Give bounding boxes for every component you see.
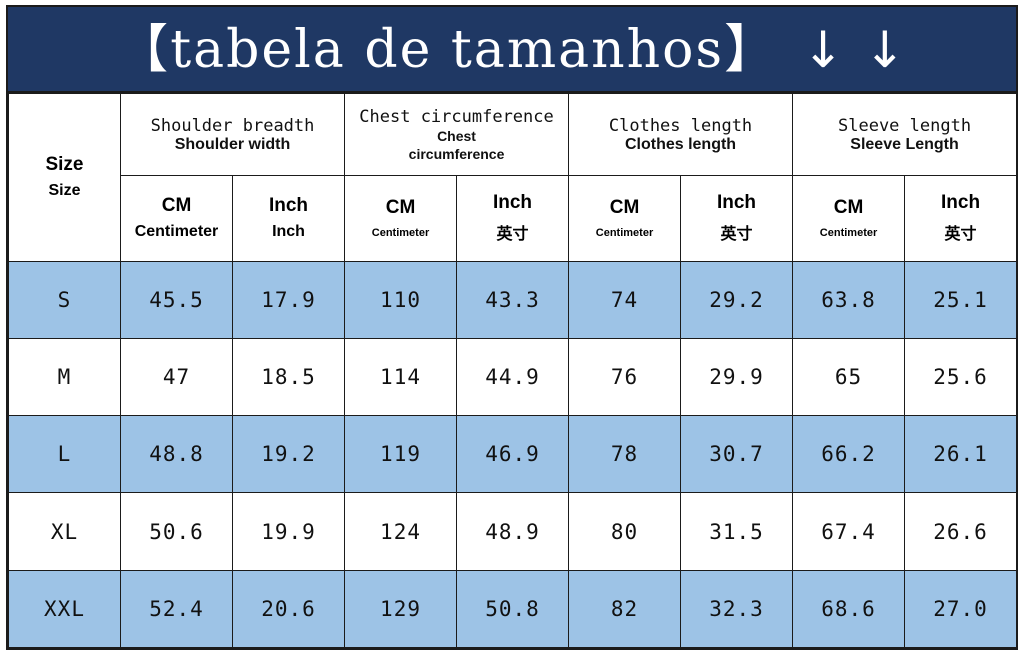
value-cell: 29.9 <box>680 337 794 417</box>
value-cell: 46.9 <box>456 415 570 494</box>
unit-header: CM Centimeter <box>344 175 458 262</box>
unit-label: CM <box>609 197 640 219</box>
value-cell: 50.8 <box>456 569 570 649</box>
size-table: Size Size Shoulder breadth Shoulder widt… <box>8 92 1018 649</box>
value-cell: 47 <box>120 337 233 417</box>
value-cell: 20.6 <box>231 569 346 649</box>
value-cell: 32.3 <box>680 569 794 649</box>
value-cell: 52.4 <box>120 569 233 649</box>
size-cell: XXL <box>8 569 121 649</box>
value-cell: 30.7 <box>680 415 794 494</box>
unit-header: CM Centimeter <box>792 175 906 262</box>
size-header-sub: Size <box>48 182 81 200</box>
size-chart: 【tabela de tamanhos】 ↓ ↓ Size Size Should… <box>6 5 1018 650</box>
unit-header: Inch 英寸 <box>456 175 570 262</box>
group-header-en: Shoulder breadth <box>150 115 315 136</box>
value-cell: 18.5 <box>231 337 346 417</box>
unit-header: Inch Inch <box>231 175 346 262</box>
group-header-sleeve: Sleeve length Sleeve Length <box>792 92 1018 177</box>
unit-sub: Centimeter <box>819 227 878 240</box>
size-cell: XL <box>8 492 121 571</box>
unit-header: CM Centimeter <box>568 175 682 262</box>
unit-sub: 英寸 <box>496 226 529 244</box>
value-cell: 119 <box>344 415 458 494</box>
unit-label: Inch <box>268 195 309 217</box>
unit-sub: Centimeter <box>371 227 430 240</box>
unit-sub: 英寸 <box>944 226 977 244</box>
value-cell: 78 <box>568 415 682 494</box>
group-header-sub: Chest circumference <box>408 127 505 162</box>
group-header-sub: Sleeve Length <box>850 135 959 153</box>
size-chart-title: 【tabela de tamanhos】 ↓ ↓ <box>8 7 1016 93</box>
group-header-en: Clothes length <box>608 115 753 136</box>
unit-sub: 英寸 <box>720 226 753 244</box>
group-header-shoulder: Shoulder breadth Shoulder width <box>119 92 346 177</box>
value-cell: 67.4 <box>792 492 906 571</box>
unit-header: Inch 英寸 <box>904 175 1018 262</box>
value-cell: 17.9 <box>231 260 346 339</box>
value-cell: 65 <box>792 337 906 417</box>
size-column-header: Size Size <box>8 93 121 262</box>
value-cell: 48.9 <box>456 492 570 571</box>
value-cell: 82 <box>568 569 682 649</box>
table-row: XXL 52.4 20.6 129 50.8 82 32.3 68.6 27.0 <box>8 569 1018 649</box>
group-header-sub: Shoulder width <box>174 135 291 153</box>
value-cell: 68.6 <box>792 569 906 649</box>
table-row: XL 50.6 19.9 124 48.9 80 31.5 67.4 26.6 <box>8 492 1018 571</box>
unit-header: CM Centimeter <box>120 175 233 262</box>
unit-label: CM <box>833 197 864 219</box>
value-cell: 129 <box>344 569 458 649</box>
group-header-clothes-length: Clothes length Clothes length <box>568 92 794 177</box>
value-cell: 74 <box>568 260 682 339</box>
value-cell: 110 <box>344 260 458 339</box>
size-cell: S <box>8 260 121 339</box>
title-text: 【tabela de tamanhos】 <box>116 20 779 80</box>
value-cell: 19.9 <box>231 492 346 571</box>
value-cell: 19.2 <box>231 415 346 494</box>
value-cell: 26.6 <box>904 492 1018 571</box>
unit-sub: Centimeter <box>134 223 219 241</box>
value-cell: 45.5 <box>120 260 233 339</box>
value-cell: 76 <box>568 337 682 417</box>
value-cell: 63.8 <box>792 260 906 339</box>
value-cell: 29.2 <box>680 260 794 339</box>
table-row: S 45.5 17.9 110 43.3 74 29.2 63.8 25.1 <box>8 260 1018 339</box>
size-header-label: Size <box>45 154 84 176</box>
unit-label: Inch <box>941 192 981 214</box>
down-arrows-icon: ↓ ↓ <box>802 21 908 79</box>
value-cell: 31.5 <box>680 492 794 571</box>
value-cell: 44.9 <box>456 337 570 417</box>
value-cell: 25.6 <box>904 337 1018 417</box>
unit-label: Inch <box>716 192 757 214</box>
unit-header: Inch 英寸 <box>680 175 794 262</box>
group-header-en: Chest circumference <box>359 106 554 127</box>
value-cell: 26.1 <box>904 415 1018 494</box>
value-cell: 50.6 <box>120 492 233 571</box>
value-cell: 25.1 <box>904 260 1018 339</box>
table-row: M 47 18.5 114 44.9 76 29.9 65 25.6 <box>8 337 1018 417</box>
group-header-chest: Chest circumference Chest circumference <box>344 92 570 177</box>
group-header-sub: Clothes length <box>624 135 737 153</box>
unit-sub: Inch <box>272 223 305 241</box>
group-header-en: Sleeve length <box>838 115 972 136</box>
value-cell: 124 <box>344 492 458 571</box>
unit-label: CM <box>385 197 416 219</box>
value-cell: 66.2 <box>792 415 906 494</box>
table-row: L 48.8 19.2 119 46.9 78 30.7 66.2 26.1 <box>8 415 1018 494</box>
unit-sub: Centimeter <box>595 227 654 240</box>
unit-label: Inch <box>492 192 533 214</box>
unit-label: CM <box>161 195 192 217</box>
size-cell: M <box>8 337 121 417</box>
size-cell: L <box>8 415 121 494</box>
value-cell: 48.8 <box>120 415 233 494</box>
value-cell: 80 <box>568 492 682 571</box>
value-cell: 27.0 <box>904 569 1018 649</box>
value-cell: 114 <box>344 337 458 417</box>
value-cell: 43.3 <box>456 260 570 339</box>
